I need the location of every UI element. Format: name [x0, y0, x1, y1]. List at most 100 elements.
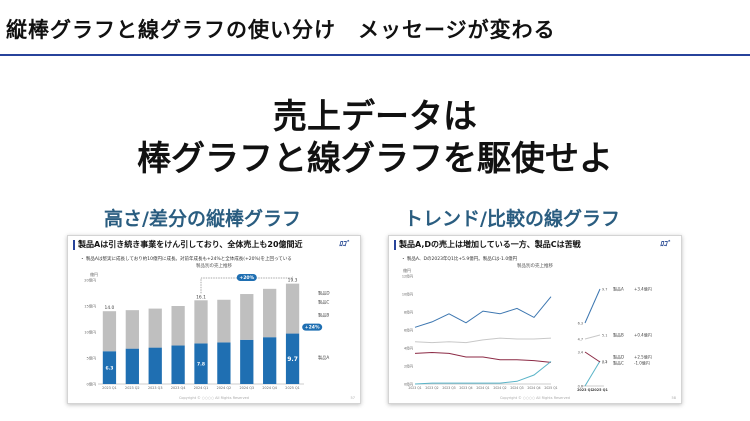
slope-to-label: 2.4 — [602, 360, 607, 364]
bar-segment — [102, 351, 117, 384]
bar-segment — [148, 308, 162, 348]
slide-title: 製品A,Dの売上は増加している一方、製品Cは苦戦 — [399, 240, 581, 249]
x-tick-label: 2023 Q3 — [442, 386, 455, 390]
value-label: 7.8 — [197, 362, 205, 368]
slide-header: 製品Aは引き続き事業をけん引しており、全体売上も20億間近 ﾛｺﾞ — [68, 236, 360, 254]
x-tick-label: 2023 Q2 — [425, 386, 438, 390]
y-tick-label: 6億円 — [404, 328, 414, 333]
slide-title-marker — [73, 240, 75, 250]
total-label: 16.1 — [196, 294, 206, 300]
bar-segment — [263, 337, 277, 384]
x-tick-label: 2024 Q2 — [493, 386, 506, 390]
y-tick-label: 5億円 — [87, 356, 97, 361]
hero-message: 売上データは 棒グラフと線グラフを駆使せよ — [0, 96, 750, 180]
slope-from-label: 4.7 — [578, 337, 583, 341]
y-tick-label: 4億円 — [404, 346, 414, 351]
growth-annotation: +24% — [305, 325, 320, 331]
slope-series-name: 製品C — [613, 360, 624, 366]
growth-badge — [302, 323, 323, 331]
slope-line — [584, 288, 601, 324]
bar-segment — [240, 294, 254, 340]
y-tick-label: 0億円 — [404, 382, 414, 387]
series-line — [414, 296, 552, 328]
x-tick-label: 2023 Q1 — [408, 386, 421, 390]
x-tick-label: 2024 Q3 — [510, 386, 523, 390]
line-chart-subtitle: トレンド/比較の線グラフ — [404, 208, 620, 230]
slope-delta: +2.5億円 — [634, 354, 652, 360]
y-tick-label: 10億円 — [84, 330, 96, 335]
x-tick-label: 2024 Q3 — [240, 386, 255, 390]
page-header: 縦棒グラフと線グラフの使い分け メッセージが変わる — [0, 0, 750, 56]
slide-title-marker — [394, 240, 396, 250]
growth-annotation: +20% — [239, 275, 254, 281]
bar-segment — [171, 306, 185, 346]
chart-caption: 製品別の売上推移 — [517, 264, 553, 269]
slope-delta: +0.4億円 — [634, 332, 652, 338]
value-label: 6.3 — [105, 366, 113, 372]
bar-segment — [263, 288, 277, 338]
slope-line — [584, 334, 601, 340]
x-tick-label: 2023 Q2 — [125, 386, 140, 390]
hero-line-1: 売上データは — [273, 97, 477, 137]
slide-footer: Copyright © ○○○○ All Rights Reserved — [499, 396, 571, 400]
x-tick-label: 2024 Q4 — [527, 386, 540, 390]
line-chart: 億円 0億円 2億円 4億円 6億円 8億円 10億円 12億円 2023 Q1 2023 Q2 2… — [402, 267, 652, 392]
bar-segment — [285, 333, 300, 384]
x-tick-label: 2023 Q1 — [102, 386, 117, 390]
bar-segment — [194, 343, 208, 384]
bar-segment — [125, 348, 139, 384]
slope-delta: -1.0億円 — [634, 360, 650, 366]
bar-chart-subtitle: 高さ/差分の縦棒グラフ — [104, 208, 301, 230]
slide-page-number: 58 — [671, 396, 676, 400]
total-label: 14.0 — [105, 305, 115, 311]
slope-series-name: 製品B — [613, 332, 624, 338]
bar-segment — [285, 283, 300, 334]
bar-segment — [102, 311, 117, 352]
x-tick-label: 2024 Q4 — [262, 386, 277, 390]
legend-label: 製品D — [318, 290, 330, 297]
legend-label: 製品A — [318, 354, 329, 361]
bar-segment — [148, 347, 162, 384]
y-tick-label: 8億円 — [404, 310, 414, 315]
company-logo: ﾛｺﾞ — [660, 240, 671, 248]
bar-chart: 億円 0億円 5億円 10億円 15億円 20億円 2023 Q1 14.0 6.3 2023 Q… — [84, 271, 330, 390]
x-tick-label: 2024 Q1 — [194, 386, 209, 390]
slope-x-label: 2025 Q1 — [592, 388, 608, 392]
bar-segment — [171, 345, 185, 384]
slide-title: 製品Aは引き続き事業をけん引しており、全体売上も20億間近 — [78, 240, 303, 249]
y-tick-label: 12億円 — [402, 274, 414, 279]
slope-to-label: 2.5 — [602, 359, 607, 363]
total-label: 19.3 — [288, 278, 298, 284]
y-tick-label: 0億円 — [87, 382, 97, 387]
slope-from-label: 3.4 — [578, 350, 583, 354]
slide-page-number: 57 — [350, 396, 355, 400]
y-tick-label: 10億円 — [402, 292, 414, 297]
x-tick-label: 2025 Q1 — [285, 386, 300, 390]
slope-from-label: 6.3 — [578, 321, 583, 325]
y-tick-label: 15億円 — [84, 304, 96, 309]
x-tick-label: 2024 Q1 — [476, 386, 489, 390]
x-tick-label: 2025 Q1 — [544, 386, 557, 390]
y-axis-label: 億円 — [90, 271, 98, 277]
chart-caption: 製品別の売上推移 — [196, 264, 232, 269]
x-tick-label: 2024 Q2 — [217, 386, 232, 390]
x-tick-label: 2023 Q4 — [459, 386, 472, 390]
slide-note: ・ 製品A、Dの2023年Q1比+5.9億円。製品Cは-1.0億円 — [401, 257, 518, 262]
y-tick-label: 20億円 — [84, 278, 96, 283]
legend-label: 製品B — [318, 311, 329, 318]
bar-segment — [217, 299, 231, 343]
slope-series-name: 製品A — [613, 286, 624, 292]
slope-to-label: 9.7 — [602, 287, 607, 291]
slope-x-label: 2023 Q1 — [577, 388, 593, 392]
series-line — [414, 361, 552, 385]
line-chart-slide: 製品A,Dの売上は増加している一方、製品Cは苦戦 ﾛｺﾞ ・ 製品A、Dの202… — [388, 235, 682, 404]
company-logo: ﾛｺﾞ — [339, 240, 350, 248]
slope-from-label: 0.0 — [578, 384, 583, 388]
bar-segment — [125, 310, 139, 349]
slide-header: 製品A,Dの売上は増加している一方、製品Cは苦戦 ﾛｺﾞ — [389, 236, 681, 254]
page-title: 縦棒グラフと線グラフの使い分け メッセージが変わる — [6, 18, 556, 42]
x-tick-label: 2023 Q4 — [171, 386, 186, 390]
bar-segment — [194, 300, 208, 344]
slide-footer: Copyright © ○○○○ All Rights Reserved — [178, 396, 250, 400]
slope-line — [584, 351, 601, 363]
